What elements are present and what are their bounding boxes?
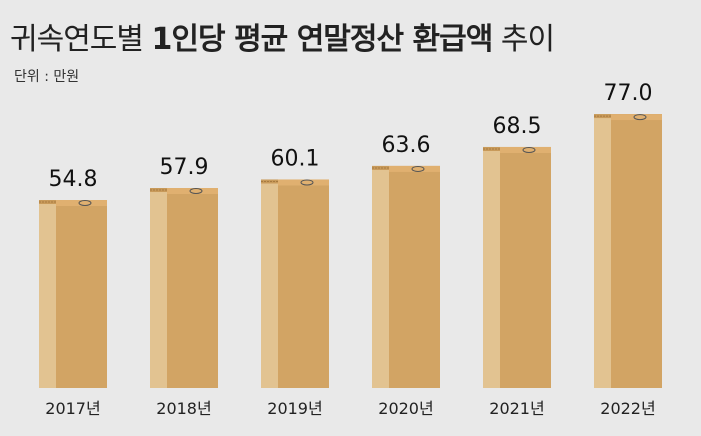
bar-2019년: 60.1 2019년 [261,146,329,418]
value-label: 63.6 [382,133,431,158]
box-seal-icon [78,200,92,206]
box-seal-icon [411,165,425,172]
category-label: 2020년 [378,399,433,418]
box-tape [167,188,218,195]
bar-2021년: 68.5 2021년 [483,114,551,418]
category-label: 2018년 [156,399,211,418]
value-label: 68.5 [493,114,542,139]
bar-2017년: 54.8 2017년 [39,167,107,418]
title-part-1: 귀속연도별 [10,22,152,57]
value-label: 57.9 [160,155,209,180]
box-seal-icon [522,146,536,153]
bar-side-panel [372,165,389,388]
box-tape [56,200,107,206]
category-label: 2022년 [600,399,655,418]
box-tape [389,165,440,172]
box-seal-icon [189,188,203,195]
category-label: 2017년 [45,399,100,418]
value-label: 77.0 [604,81,653,106]
value-label: 54.8 [49,167,98,192]
category-label: 2019년 [267,399,322,418]
bar-side-panel [594,114,611,388]
box-tape [278,179,329,186]
category-label: 2021년 [489,399,544,418]
chart-title: 귀속연도별 1인당 평균 연말정산 환급액 추이 [10,14,555,58]
title-part-3: 추이 [492,22,555,57]
bar-side-panel [39,200,56,388]
box-seal-icon [300,179,314,186]
box-tape [611,114,662,121]
bar-side-panel [483,146,500,388]
value-label: 60.1 [271,146,320,171]
bar-2022년: 77.0 2022년 [594,81,662,418]
title-part-2: 1인당 평균 연말정산 환급액 [151,22,494,57]
bar-side-panel [150,188,167,388]
box-tape [500,146,551,153]
box-seal-icon [633,114,647,121]
bar-side-panel [261,179,278,388]
bar-2018년: 57.9 2018년 [150,155,218,418]
bar-2020년: 63.6 2020년 [372,133,440,418]
unit-label: 단위 : 만원 [14,69,80,85]
